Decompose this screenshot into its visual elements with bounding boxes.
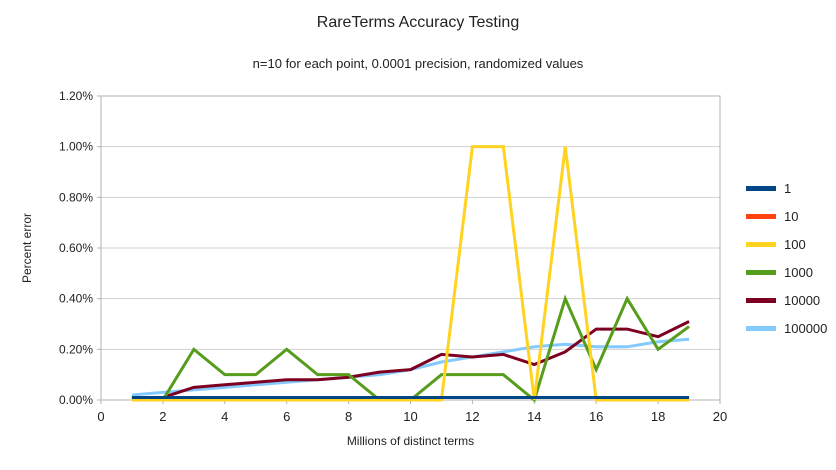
y-tick-label: 0.00% bbox=[59, 393, 93, 407]
y-tick-label: 0.60% bbox=[59, 241, 93, 255]
y-tick-label: 0.40% bbox=[59, 292, 93, 306]
y-tick-label: 1.00% bbox=[59, 140, 93, 154]
legend-swatch-10000 bbox=[746, 297, 776, 303]
x-tick-label: 0 bbox=[97, 409, 104, 424]
legend-item-10000: 10000 bbox=[746, 286, 827, 314]
legend-label-100: 100 bbox=[784, 236, 806, 252]
legend-swatch-100 bbox=[746, 241, 776, 247]
y-tick-label: 0.80% bbox=[59, 190, 93, 204]
legend-label-10: 10 bbox=[784, 208, 799, 224]
legend-item-1000: 1000 bbox=[746, 258, 827, 286]
legend-label-10000: 10000 bbox=[784, 292, 821, 308]
legend-label-100000: 100000 bbox=[784, 320, 828, 336]
x-tick-label: 10 bbox=[403, 409, 417, 424]
y-tick-label: 1.20% bbox=[59, 89, 93, 103]
legend-label-1: 1 bbox=[784, 180, 792, 196]
legend-swatch-1 bbox=[746, 185, 776, 191]
chart-legend: 1 10 100 1000 10000 100000 bbox=[746, 174, 827, 342]
x-tick-label: 12 bbox=[465, 409, 479, 424]
series-line-100 bbox=[131, 145, 690, 402]
y-axis-title: Percent error bbox=[20, 213, 34, 283]
chart-title: RareTerms Accuracy Testing bbox=[316, 14, 520, 31]
x-tick-label: 8 bbox=[345, 409, 352, 424]
legend-swatch-10 bbox=[746, 213, 776, 219]
legend-label-1000: 1000 bbox=[784, 264, 813, 280]
legend-swatch-1000 bbox=[746, 269, 776, 275]
x-tick-label: 14 bbox=[527, 409, 541, 424]
x-axis-title: Millions of distinct terms bbox=[347, 434, 474, 448]
legend-item-1: 1 bbox=[746, 174, 827, 202]
legend-item-100: 100 bbox=[746, 230, 827, 258]
legend-item-10: 10 bbox=[746, 202, 827, 230]
x-tick-label: 4 bbox=[221, 409, 228, 424]
x-tick-label: 2 bbox=[159, 409, 166, 424]
x-tick-label: 18 bbox=[651, 409, 665, 424]
series-line-10000 bbox=[131, 320, 690, 399]
x-tick-label: 16 bbox=[589, 409, 603, 424]
x-tick-label: 6 bbox=[283, 409, 290, 424]
y-tick-label: 0.20% bbox=[59, 342, 93, 356]
legend-item-100000: 100000 bbox=[746, 314, 827, 342]
chart-subtitle: n=10 for each point, 0.0001 precision, r… bbox=[252, 56, 584, 71]
legend-swatch-100000 bbox=[746, 325, 776, 331]
x-tick-label: 20 bbox=[713, 409, 727, 424]
